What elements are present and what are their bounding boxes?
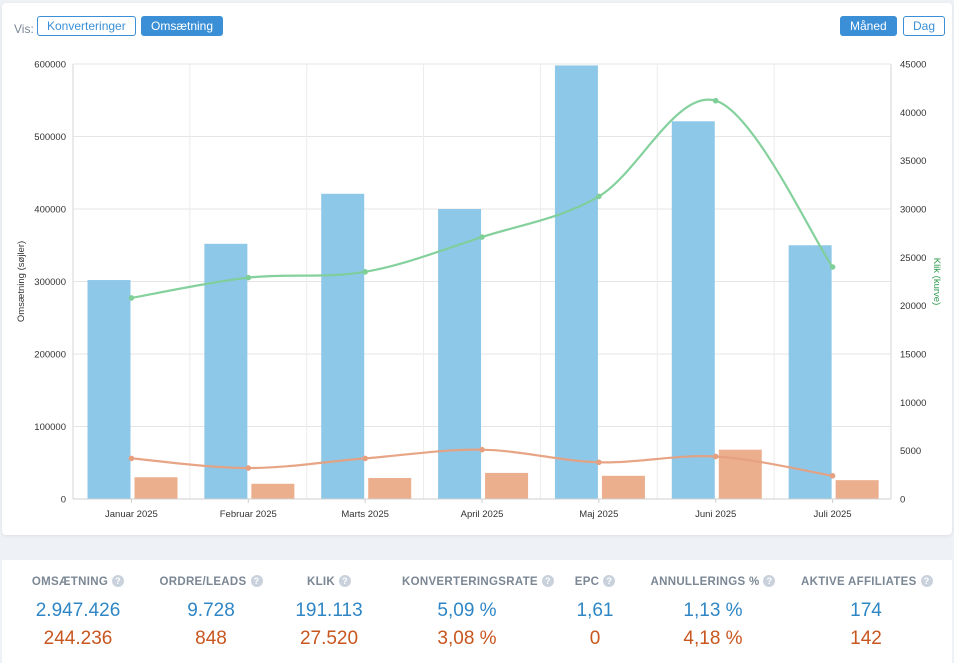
line-clicks-point [712,97,719,104]
bar-revenue [204,243,248,499]
stat-label: KONVERTERINGSRATE [402,576,538,588]
help-icon[interactable]: ? [112,575,125,587]
y-right-tick-label: 30000 [900,205,926,216]
stat-label: EPC [574,576,600,588]
help-icon[interactable]: ? [603,575,616,587]
stat-label: ORDRE/LEADS [159,576,247,588]
y-tick-label: 400000 [34,205,66,216]
period-month-button[interactable]: Måned [840,16,897,36]
line-clicks-point [128,295,135,301]
stat-compare-value: 848 [195,628,227,649]
y-tick-label: 300000 [34,277,66,288]
y-tick-label: 500000 [34,132,66,143]
y-axis-title: Omsætning (søjler) [16,241,27,322]
stat-compare-value: 142 [850,628,882,649]
view-label: Vis: [14,22,34,36]
bar-revenue [438,209,482,499]
x-tick-label: Februar 2025 [220,509,277,520]
stat-label: OMSÆTNING [31,576,109,588]
stat-label: ANNULLERINGS % [650,576,760,588]
x-tick-label: Marts 2025 [341,509,389,520]
axes: 0 100000 200000 300000 400000 500000 600000 0 50… [16,60,942,521]
x-tick-label: Juni 2025 [695,509,736,520]
line-clicks-point [479,234,485,240]
stat-value: 191.113 [295,600,363,621]
help-icon[interactable]: ? [920,575,933,587]
stat-compare-value: 4,18 % [683,628,743,649]
y-tick-label: 200000 [34,350,66,361]
y-right-tick-label: 40000 [900,108,926,119]
line-compare-point [362,455,368,462]
line-compare-point [245,465,252,471]
help-icon[interactable]: ? [541,575,554,587]
stats-panel: OMSÆTNING? 2.947.426 244.236 ORDRE/LEADS… [2,560,952,663]
bar-compare [134,477,178,499]
help-icon[interactable]: ? [250,575,263,587]
stat-compare-value: 3,08 % [437,628,497,649]
line-compare-point [479,446,485,453]
help-icon[interactable]: ? [339,575,352,587]
line-clicks [131,98,834,300]
bar-compare [835,480,879,499]
y-right-axis-title: Klik (kurve) [931,258,942,306]
line-compare-point [128,455,135,462]
help-icon[interactable]: ? [763,575,776,587]
stat-value: 5,09 % [437,600,497,621]
y-right-tick-label: 25000 [900,253,926,264]
period-day-button[interactable]: Dag [903,16,946,36]
line-clicks-point [596,193,602,200]
revenue-clicks-chart: 0 100000 200000 300000 400000 500000 600000 0 50… [16,60,942,521]
y-tick-label: 100000 [34,422,66,433]
stat-value: 1,13 % [683,600,743,621]
bar-revenue [788,245,832,499]
line-clicks-point [362,269,368,275]
lines [128,97,836,479]
x-tick-label: Januar 2025 [105,509,158,520]
stat-value: 9.728 [187,600,235,621]
x-tick-label: Maj 2025 [579,509,618,520]
grid [72,63,892,500]
line-clicks-point [829,264,836,270]
stat-label: KLIK [306,576,336,588]
y-right-tick-label: 5000 [900,446,921,457]
line-compare-point [712,453,719,460]
stat-compare-value: 244.236 [43,628,113,649]
stat-compare-value: 27.520 [299,628,359,649]
bar-revenue [87,280,131,499]
bar-revenue [554,65,598,499]
y-right-tick-label: 15000 [900,350,926,361]
y-right-tick-label: 20000 [900,301,926,312]
y-right-tick-label: 35000 [900,156,926,167]
x-tick-label: Juli 2025 [814,509,852,520]
y-tick-label: 0 [61,495,66,506]
stat-compare-value: 0 [589,628,601,649]
view-revenue-button[interactable]: Omsætning [141,16,224,36]
y-right-tick-label: 0 [900,495,905,506]
line-clicks-point [245,274,252,281]
stat-label: AKTIVE AFFILIATES [801,576,917,588]
x-tick-label: April 2025 [461,509,504,520]
line-compare-point [829,473,836,479]
stat-value: 1,61 [576,600,614,621]
y-right-tick-label: 10000 [900,398,926,409]
bar-revenue [321,193,365,499]
bar-compare [601,475,645,499]
bar-compare [485,472,529,499]
y-tick-label: 600000 [34,60,66,71]
y-right-tick-label: 45000 [900,60,926,71]
stat-value: 174 [850,600,882,621]
stat-value: 2.947.426 [35,600,121,621]
bar-compare [368,477,412,499]
line-compare-point [596,459,602,466]
bars [87,65,879,500]
view-conversions-button[interactable]: Konverteringer [37,16,136,36]
bar-compare [251,483,295,499]
bar-revenue [671,121,715,500]
